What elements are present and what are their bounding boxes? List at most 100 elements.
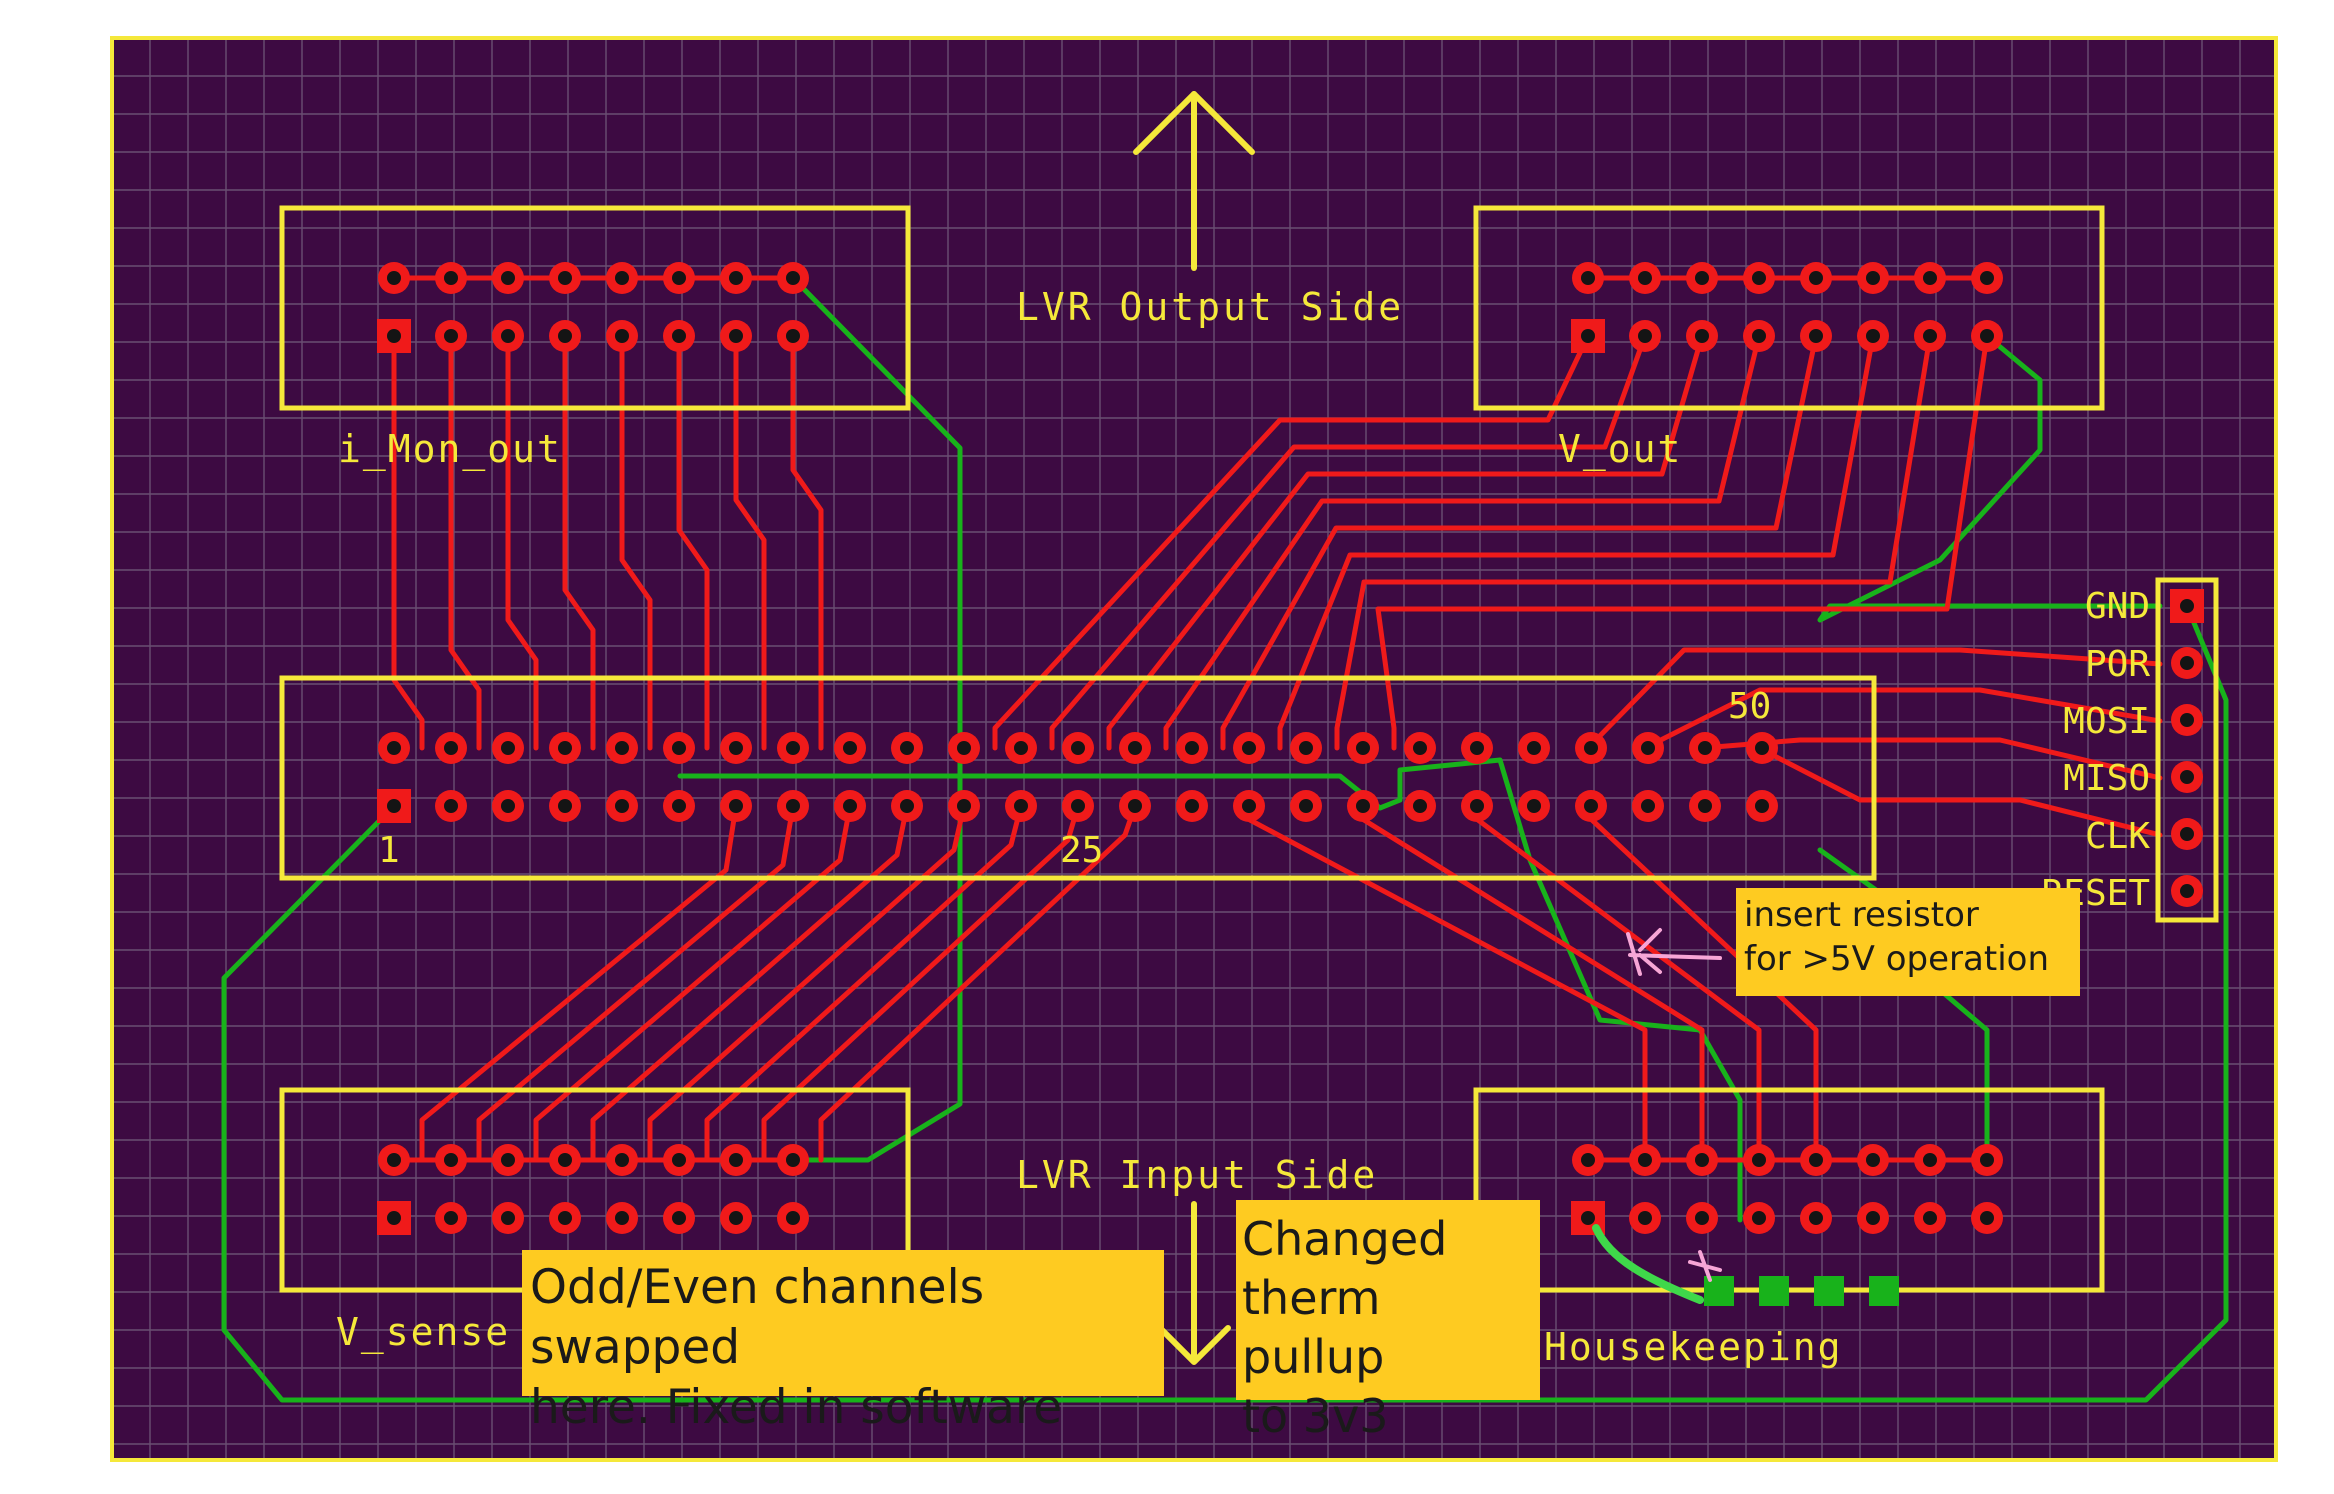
main-connector-pad-top-hole — [900, 741, 914, 755]
main-connector-pad-bottom-hole — [900, 799, 914, 813]
v-out-route — [1220, 333, 1819, 751]
main-connector-pad-bottom-hole — [558, 799, 572, 813]
v-out-route — [1106, 333, 1705, 751]
v-out-pad-top-hole — [1980, 271, 1994, 285]
v-sense-pad-bottom-hole — [387, 1211, 401, 1225]
v-sense-pad-top-hole — [387, 1153, 401, 1167]
main-connector-pad-top-hole — [387, 741, 401, 755]
main-connector-pad-top-hole — [501, 741, 515, 755]
v-sense-pad-top-hole — [786, 1153, 800, 1167]
housekeeping-route — [1247, 817, 1648, 1163]
v-sense-pad-top-hole — [444, 1153, 458, 1167]
v-sense-pad-top-hole — [729, 1153, 743, 1167]
bottom-copper-traces — [221, 275, 2229, 1403]
housekeeping-pad-bottom-hole — [1809, 1211, 1823, 1225]
v-sense-route — [476, 803, 796, 1163]
main-connector-pad-top-hole — [843, 741, 857, 755]
main-connector-pad-top-hole — [1698, 741, 1712, 755]
main-connector-pad-bottom-hole — [1185, 799, 1199, 813]
prog-por-route — [1642, 687, 2163, 751]
housekeeping-pad-bottom-hole — [1752, 1211, 1766, 1225]
v-sense-pad-top-hole — [558, 1153, 572, 1167]
programming-header-pad-hole — [2180, 713, 2194, 727]
housekeeping-pad-bottom-hole — [1923, 1211, 1937, 1225]
v-out-pad-top-hole — [1638, 271, 1652, 285]
pin-label-gnd: GND — [2085, 586, 2150, 627]
i-mon-out-pad-top-hole — [387, 271, 401, 285]
pin-label-miso: MISO — [2063, 758, 2150, 799]
v-sense-pad-top-hole — [501, 1153, 515, 1167]
housekeeping-label: Housekeeping — [1544, 1325, 1843, 1369]
main-connector-pad-bottom-hole — [1698, 799, 1712, 813]
main-connector-pad-bottom-hole — [729, 799, 743, 813]
v-sense-route — [647, 803, 967, 1163]
programming-header-pad-hole — [2180, 599, 2194, 613]
housekeeping-pad-bottom-hole — [1866, 1211, 1880, 1225]
housekeeping-route — [1361, 817, 1705, 1163]
housekeeping-route — [1589, 817, 1819, 1163]
main-connector-pad-bottom-hole — [387, 799, 401, 813]
i-mon-out-route — [619, 333, 653, 751]
ground-ring — [221, 603, 2229, 1403]
v-out-pad-top-hole — [1923, 271, 1937, 285]
housekeeping-pad-top-hole — [1866, 1153, 1880, 1167]
green-handwritten-wire — [1592, 1224, 1704, 1304]
v-sense-pad-bottom-hole — [444, 1211, 458, 1225]
v-sense-route — [533, 803, 853, 1163]
main-pin-50-label: 50 — [1728, 686, 1771, 727]
i-mon-out-route — [448, 333, 482, 751]
i-mon-out-pad-bottom-hole — [444, 329, 458, 343]
housekeeping-pad-top-hole — [1695, 1153, 1709, 1167]
main-connector-pad-bottom-hole — [1755, 799, 1769, 813]
main-connector-pad-top-hole — [1584, 741, 1598, 755]
i-mon-out-pad-bottom-hole — [786, 329, 800, 343]
v-sense-pad-top-hole — [615, 1153, 629, 1167]
housekeeping-pad-top-hole — [1923, 1153, 1937, 1167]
main-connector-pad-top-hole — [1413, 741, 1427, 755]
i-mon-out-route — [562, 333, 596, 751]
i-mon-out-pad-bottom-hole — [729, 329, 743, 343]
v-out-pad-top-hole — [1809, 271, 1823, 285]
main-connector-pad-top-hole — [1071, 741, 1085, 755]
i-mon-out-pad-bottom-hole — [615, 329, 629, 343]
i-mon-out-pad-bottom-hole — [558, 329, 572, 343]
silkscreen-marks — [1133, 91, 1899, 1365]
main-connector-pad-top-hole — [1641, 741, 1655, 755]
output-side-label: LVR Output Side — [1016, 285, 1404, 329]
resistor-note: insert resistor for >5V operation — [1736, 888, 2080, 996]
gnd-feed — [1817, 333, 2163, 623]
pin-label-por: POR — [2085, 644, 2150, 685]
input-side-label: LVR Input Side — [1016, 1153, 1378, 1197]
v-out-route — [1334, 333, 1933, 751]
i-mon-out-route — [505, 333, 539, 751]
housekeeping-pad-bottom-hole — [1980, 1211, 1994, 1225]
main-connector-pad-top-hole — [729, 741, 743, 755]
housekeeping-pad-bottom-hole — [1581, 1211, 1595, 1225]
housekeeping-pad-bottom-hole — [1695, 1211, 1709, 1225]
pullup-note: Changed therm pullup to 3v3 — [1236, 1200, 1540, 1443]
ground-return-left — [790, 275, 963, 1163]
v-out-route — [1375, 333, 1990, 751]
main-connector-pad-bottom-hole — [1356, 799, 1370, 813]
i-mon-out-pad-top-hole — [444, 271, 458, 285]
v-sense-route — [419, 803, 739, 1163]
i-mon-out-pad-top-hole — [729, 271, 743, 285]
i-mon-out-pad-bottom-hole — [501, 329, 515, 343]
v-out-pad-bottom-hole — [1980, 329, 1994, 343]
main-connector-pad-bottom-hole — [1242, 799, 1256, 813]
board-outline — [110, 36, 2278, 1462]
main-connector-pad-bottom-hole — [1470, 799, 1484, 813]
main-connector-pad-bottom-hole — [843, 799, 857, 813]
v-out-pad-bottom-hole — [1809, 329, 1823, 343]
main-connector-pad-bottom-hole — [1014, 799, 1028, 813]
v-sense-pad-bottom-hole — [786, 1211, 800, 1225]
v-out-pad-top-hole — [1866, 271, 1880, 285]
v-out-pad-top-hole — [1581, 271, 1595, 285]
main-connector-pad-bottom-hole — [444, 799, 458, 813]
main-connector-pad-top-hole — [615, 741, 629, 755]
v-sense-pad-bottom-hole — [615, 1211, 629, 1225]
programming-header-outline — [2155, 577, 2219, 923]
housekeeping-pad-top-hole — [1980, 1153, 1994, 1167]
main-connector-pad-top-hole — [1299, 741, 1313, 755]
main-connector-pad-bottom-hole — [1413, 799, 1427, 813]
